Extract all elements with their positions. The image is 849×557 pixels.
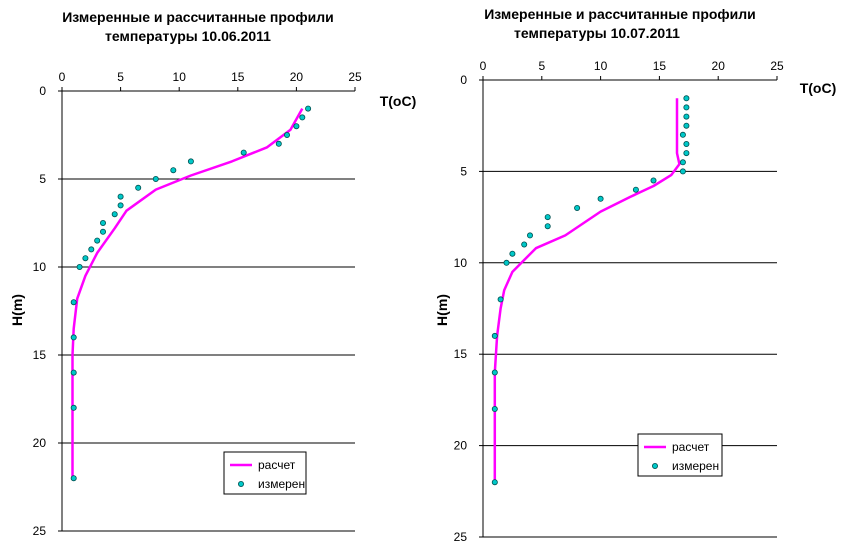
data-point-measured [70, 404, 77, 411]
data-point-measured [650, 177, 657, 184]
data-point-measured [152, 175, 159, 182]
data-point-measured [94, 237, 101, 244]
x-tick-label: 0 [480, 59, 487, 73]
data-point-measured [491, 369, 498, 376]
x-tick-label: 0 [59, 70, 66, 84]
legend-entry-calc: расчет [258, 458, 296, 472]
data-point-measured [187, 158, 194, 165]
chart-title-line2: температуры 10.06.2011 [105, 28, 271, 44]
chart-right: Измеренные и рассчитанные профили темпер… [434, 6, 836, 544]
x-tick-label: 15 [653, 59, 667, 73]
x-axis-label: T(oC) [800, 80, 837, 96]
y-tick-label: 10 [454, 256, 468, 270]
data-point-measured [527, 232, 534, 239]
y-tick-label: 10 [33, 260, 47, 274]
data-point-measured [574, 204, 581, 211]
legend-box [637, 433, 723, 477]
y-tick-label: 20 [454, 439, 468, 453]
legend: расчет измерен [637, 433, 723, 477]
data-point-measured [82, 255, 89, 262]
legend-marker-swatch [652, 462, 659, 469]
data-point-measured [70, 334, 77, 341]
data-point-measured [293, 123, 300, 130]
data-point-measured [117, 202, 124, 209]
legend-entry-measured: измерен [672, 459, 719, 473]
data-point-measured [76, 263, 83, 270]
data-point-measured [88, 246, 95, 253]
data-point-measured [509, 250, 516, 257]
plot-area: 0 5 10 15 20 25 0 5 10 15 20 25 [454, 59, 784, 544]
y-axis-label: H(m) [9, 294, 25, 326]
data-point-measured [117, 193, 124, 200]
x-tick-label: 5 [538, 59, 545, 73]
y-tick-label: 5 [460, 164, 467, 178]
x-tick-label: 15 [231, 70, 245, 84]
data-point-measured [491, 405, 498, 412]
data-point-measured [491, 479, 498, 486]
data-point-measured [521, 241, 528, 248]
data-point-measured [679, 168, 686, 175]
x-tick-label: 10 [594, 59, 608, 73]
data-point-measured [70, 475, 77, 482]
legend-entry-measured: измерен [258, 477, 305, 491]
series-line-calc [71, 107, 304, 479]
data-point-measured [683, 95, 690, 102]
legend: расчет измерен [223, 451, 307, 495]
legend-marker-swatch [237, 480, 244, 487]
data-point-measured [70, 369, 77, 376]
y-axis-label: H(m) [434, 294, 450, 326]
data-point-measured [544, 214, 551, 221]
data-point-measured [170, 167, 177, 174]
y-tick-label: 5 [39, 172, 46, 186]
data-point-measured [503, 259, 510, 266]
chart-left: Измеренные и рассчитанные профили темпер… [9, 9, 416, 538]
x-tick-label: 20 [290, 70, 304, 84]
data-point-measured [111, 211, 118, 218]
chart-title-line1: Измеренные и рассчитанные профили [62, 9, 334, 25]
series-line-calc [493, 98, 681, 483]
x-tick-label: 25 [348, 70, 362, 84]
x-tick-label: 25 [770, 59, 784, 73]
data-point-measured [683, 140, 690, 147]
legend-entry-calc: расчет [672, 440, 710, 454]
data-point-measured [683, 113, 690, 120]
data-point-measured [497, 296, 504, 303]
data-point-measured [70, 299, 77, 306]
data-point-measured [679, 131, 686, 138]
data-point-measured [491, 332, 498, 339]
y-tick-label: 15 [33, 348, 47, 362]
data-point-measured [544, 223, 551, 230]
data-point-measured [100, 228, 107, 235]
data-point-measured [683, 104, 690, 111]
chart-title-line1: Измеренные и рассчитанные профили [484, 6, 756, 22]
y-tick-label: 25 [454, 530, 468, 544]
data-point-measured [275, 140, 282, 147]
y-tick-label: 0 [39, 84, 46, 98]
data-point-measured [679, 159, 686, 166]
y-tick-label: 15 [454, 347, 468, 361]
x-tick-label: 20 [712, 59, 726, 73]
data-point-measured [299, 114, 306, 121]
y-tick-label: 20 [33, 436, 47, 450]
data-point-measured [632, 186, 639, 193]
y-tick-label: 25 [33, 524, 47, 538]
chart-title-line2: температуры 10.07.2011 [514, 25, 680, 41]
plot-area: 0 5 10 15 20 25 0 5 10 15 20 25 [33, 70, 362, 538]
x-tick-label: 5 [117, 70, 124, 84]
x-tick-label: 10 [173, 70, 187, 84]
x-axis-label: T(oC) [380, 93, 417, 109]
data-point-measured [305, 105, 312, 112]
legend-box [223, 451, 307, 495]
data-point-measured [135, 184, 142, 191]
data-point-measured [683, 122, 690, 129]
data-point-measured [283, 131, 290, 138]
y-tick-label: 0 [460, 73, 467, 87]
data-point-measured [240, 149, 247, 156]
data-point-measured [100, 219, 107, 226]
data-point-measured [597, 195, 604, 202]
data-point-measured [683, 150, 690, 157]
